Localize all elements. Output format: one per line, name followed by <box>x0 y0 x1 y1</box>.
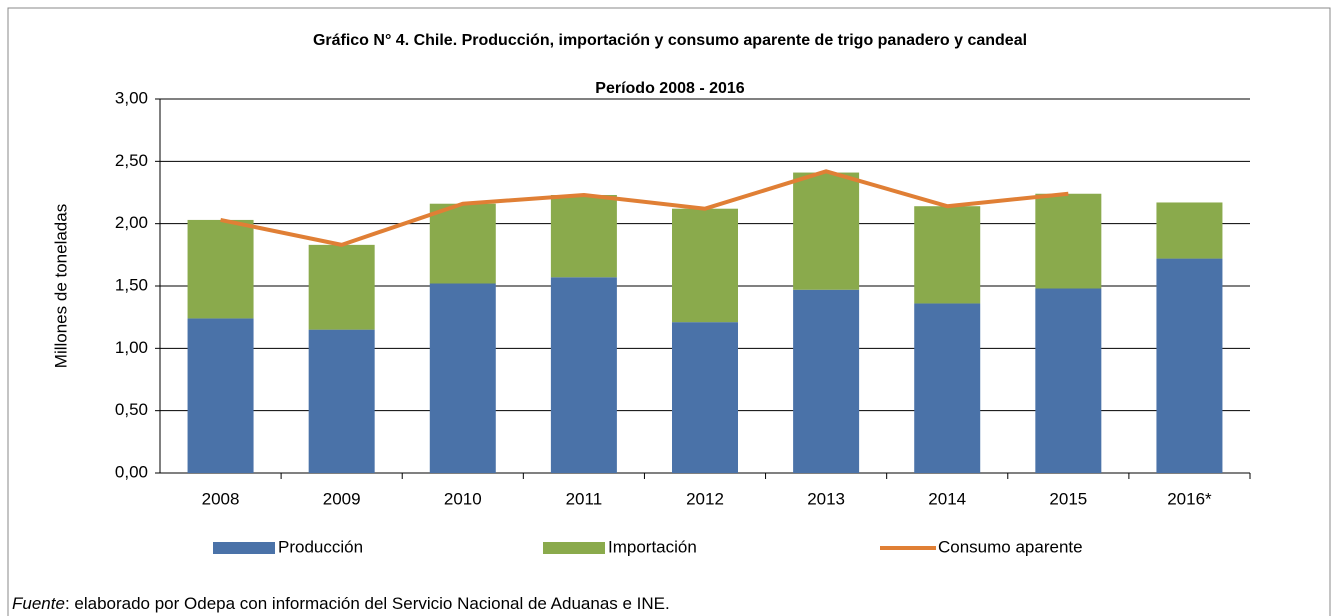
legend-label: Consumo aparente <box>938 537 1083 556</box>
x-tick-label: 2012 <box>686 489 724 508</box>
source-text: : elaborado por Odepa con información de… <box>64 594 670 613</box>
x-tick-label: 2015 <box>1049 489 1087 508</box>
x-tick-label: 2014 <box>928 489 966 508</box>
y-tick-label: 1,50 <box>115 275 148 294</box>
bar <box>914 303 981 473</box>
legend-label: Importación <box>608 537 697 556</box>
chart-subtitle: Período 2008 - 2016 <box>595 80 745 97</box>
bar <box>914 206 981 304</box>
bar <box>793 289 860 473</box>
y-tick-label: 3,00 <box>115 88 148 107</box>
y-tick-label: 2,50 <box>115 151 148 170</box>
bar <box>793 172 860 290</box>
source-note: Fuente: elaborado por Odepa con informac… <box>12 594 670 614</box>
y-axis-label: Millones de toneladas <box>51 204 70 368</box>
bar <box>1035 288 1102 473</box>
bar <box>550 277 617 473</box>
y-tick-label: 1,00 <box>115 338 148 357</box>
bar <box>672 322 738 473</box>
bar <box>672 208 738 323</box>
bar <box>308 329 375 473</box>
x-tick-label: 2008 <box>202 489 240 508</box>
source-label: Fuente <box>12 594 65 613</box>
y-tick-label: 2,00 <box>115 213 148 232</box>
x-tick-label: 2011 <box>566 489 603 508</box>
chart-border <box>7 7 1331 616</box>
line <box>220 169 1069 247</box>
legend-label: Producción <box>278 537 363 556</box>
bar <box>550 194 617 278</box>
x-tick-label: 2013 <box>807 489 845 508</box>
bar <box>429 283 496 473</box>
legend-swatch <box>543 542 605 554</box>
bar <box>187 318 254 473</box>
bar <box>1035 193 1102 289</box>
y-tick-label: 0,00 <box>115 462 148 481</box>
x-tick-label: 2009 <box>323 489 361 508</box>
bar <box>429 203 496 284</box>
y-tick-label: 0,50 <box>115 400 148 419</box>
bar <box>1156 258 1223 473</box>
bar <box>1156 202 1223 259</box>
legend-swatch <box>213 542 275 554</box>
x-tick-label: 2010 <box>444 489 482 508</box>
x-tick-label: 2016* <box>1167 489 1212 508</box>
bar <box>187 219 254 319</box>
bar <box>308 244 375 330</box>
chart-title: Gráfico N° 4. Chile. Producción, importa… <box>312 32 1028 49</box>
